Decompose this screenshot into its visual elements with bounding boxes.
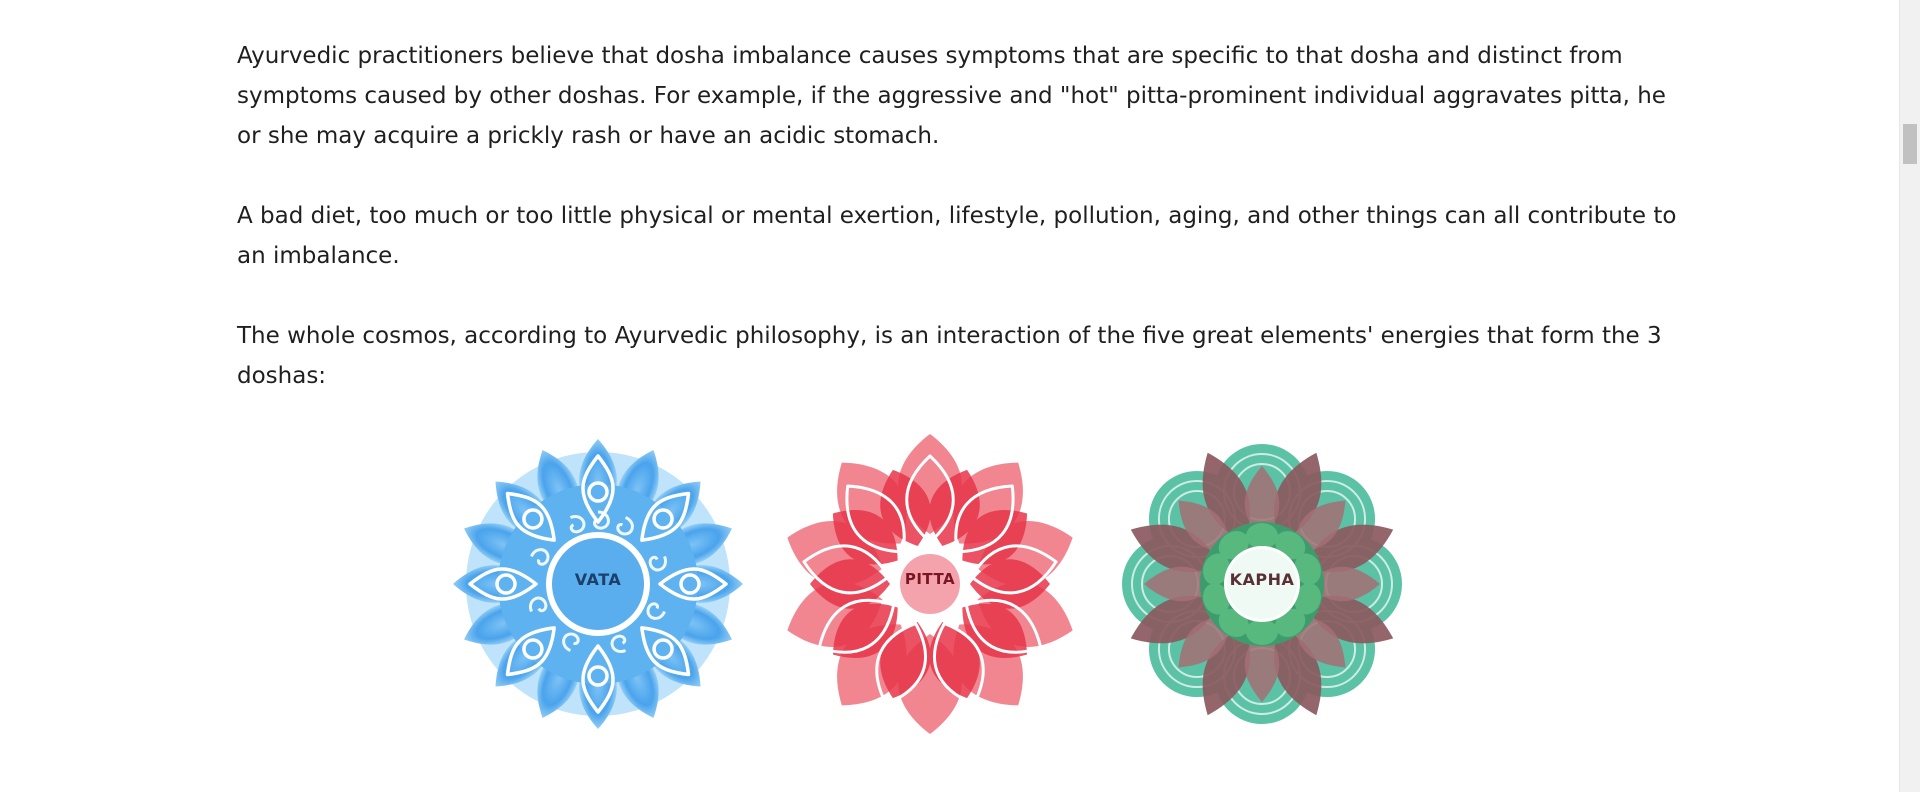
pitta-mandala-icon	[780, 434, 1080, 734]
vertical-scrollbar[interactable]	[1899, 0, 1920, 792]
paragraph-contributing-factors: A bad diet, too much or too little physi…	[237, 203, 1677, 269]
scrollbar-thumb[interactable]	[1903, 124, 1917, 164]
pitta-label: PITTA	[904, 570, 956, 588]
vata-mandala-icon	[453, 439, 743, 729]
vata-label: VATA	[574, 570, 622, 589]
paragraph-five-elements: The whole cosmos, according to Ayurvedic…	[237, 323, 1662, 389]
paragraph-dosha-imbalance: Ayurvedic practitioners believe that dos…	[237, 43, 1666, 149]
kapha-mandala-icon	[1112, 434, 1412, 734]
vata-mandala: VATA	[448, 434, 748, 734]
kapha-mandala: KAPHA	[1112, 434, 1412, 734]
article-body: Ayurvedic practitioners believe that dos…	[237, 36, 1677, 396]
pitta-mandala: PITTA	[780, 434, 1080, 734]
dosha-illustrations: VATA	[448, 434, 1412, 734]
kapha-label: KAPHA	[1229, 570, 1295, 589]
